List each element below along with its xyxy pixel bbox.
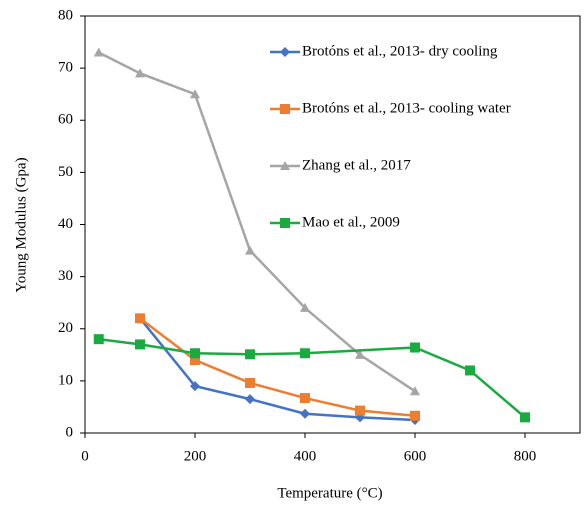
- marker: [245, 377, 255, 388]
- marker: [465, 365, 475, 376]
- legend-label: Brotóns et al., 2013- cooling water: [302, 100, 511, 116]
- x-tick-label: 200: [184, 448, 207, 464]
- y-tick-label: 50: [58, 164, 73, 180]
- y-tick-label: 40: [58, 216, 73, 232]
- marker: [410, 342, 420, 353]
- x-axis-label: Temperature (°C): [277, 485, 382, 501]
- marker: [190, 355, 200, 366]
- marker: [245, 349, 255, 360]
- marker: [190, 348, 200, 359]
- x-tick-label: 0: [81, 448, 89, 464]
- legend-label: Zhang et al., 2017: [302, 157, 411, 173]
- legend-marker: [280, 218, 290, 228]
- legend-marker: [280, 47, 290, 57]
- marker: [300, 302, 310, 312]
- marker: [300, 408, 310, 419]
- marker: [190, 381, 200, 392]
- y-tick-label: 20: [58, 320, 73, 336]
- marker: [410, 386, 420, 396]
- marker: [245, 245, 255, 255]
- x-tick-label: 600: [404, 448, 427, 464]
- legend-marker: [280, 104, 290, 114]
- marker: [245, 394, 255, 405]
- marker: [135, 68, 145, 78]
- marker: [135, 313, 145, 324]
- x-tick-label: 400: [294, 448, 317, 464]
- marker: [93, 47, 104, 57]
- marker: [93, 334, 104, 345]
- x-tick-label: 800: [514, 448, 537, 464]
- marker: [355, 405, 365, 416]
- series-line: [139, 317, 416, 422]
- y-tick-label: 10: [58, 372, 73, 388]
- marker: [300, 393, 310, 404]
- legend-label: Brotóns et al., 2013- dry cooling: [302, 43, 498, 59]
- legend-label: Mao et al., 2009: [302, 214, 400, 230]
- marker: [300, 348, 310, 359]
- legend-marker: [280, 161, 290, 170]
- y-tick-label: 70: [58, 60, 73, 76]
- marker: [520, 412, 530, 423]
- y-tick-label: 60: [58, 112, 73, 128]
- series-line: [98, 337, 526, 419]
- marker: [410, 410, 420, 421]
- y-tick-label: 0: [66, 424, 74, 440]
- y-axis-label: Young Modulus (Gpa): [13, 157, 29, 292]
- marker: [355, 349, 365, 359]
- y-tick-label: 30: [58, 268, 73, 284]
- series-line: [139, 317, 416, 418]
- marker: [135, 339, 145, 350]
- marker: [190, 89, 200, 99]
- y-tick-label: 80: [58, 7, 73, 23]
